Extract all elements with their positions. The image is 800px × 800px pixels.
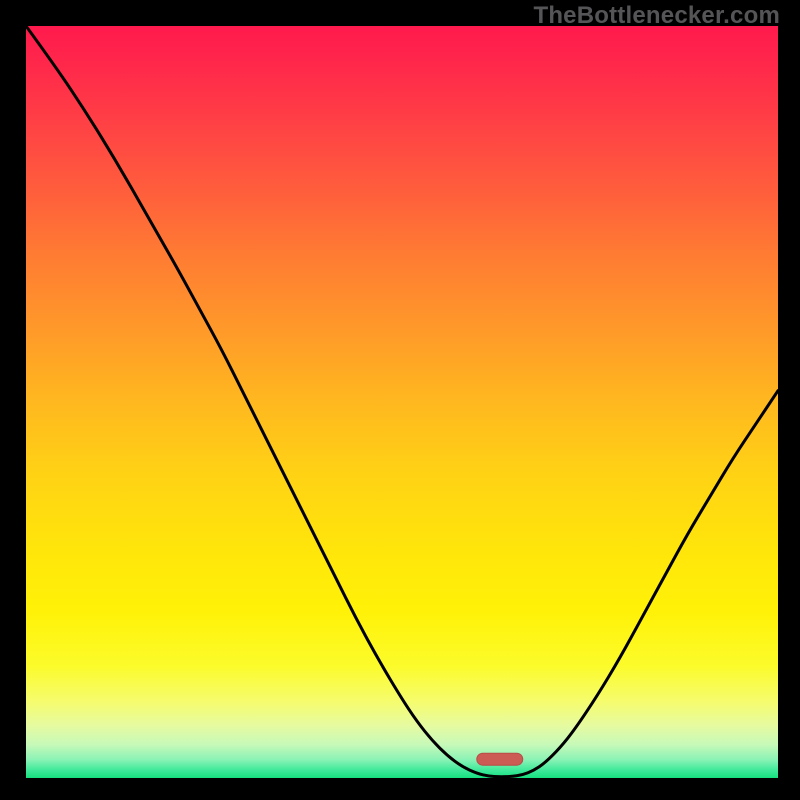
gradient-background bbox=[26, 26, 778, 778]
watermark-text: TheBottlenecker.com bbox=[533, 2, 780, 30]
plot-area bbox=[26, 26, 778, 778]
